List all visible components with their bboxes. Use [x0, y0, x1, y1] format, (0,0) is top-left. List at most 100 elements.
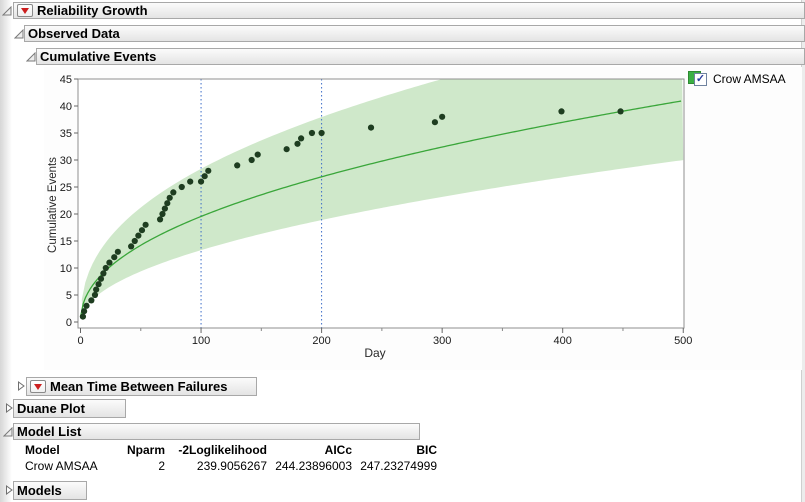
outline-gutter	[0, 0, 12, 502]
section-title: Reliability Growth	[37, 3, 148, 18]
model-table-header-cell: -2Loglikelihood	[178, 443, 267, 457]
x-tick-label: 400	[554, 335, 572, 347]
data-point[interactable]	[439, 113, 446, 120]
data-point[interactable]	[111, 254, 118, 261]
x-tick-label: 200	[312, 335, 330, 347]
data-point[interactable]	[81, 308, 88, 315]
data-point[interactable]	[308, 129, 316, 137]
data-point[interactable]	[205, 167, 212, 174]
data-point[interactable]	[367, 124, 375, 131]
section-header-model-list[interactable]: Model List	[13, 423, 420, 440]
section-title: Model List	[17, 424, 82, 439]
disclosure-collapsed-icon[interactable]	[4, 485, 14, 495]
data-point[interactable]	[558, 108, 565, 115]
data-point[interactable]	[97, 275, 105, 282]
data-point[interactable]	[197, 178, 205, 185]
data-point[interactable]	[298, 135, 305, 142]
red-triangle-glyph	[34, 383, 42, 390]
confidence-band	[81, 79, 684, 313]
red-triangle-menu-icon[interactable]	[30, 380, 46, 393]
y-axis-title: Cumulative Events	[47, 157, 59, 253]
data-point[interactable]	[234, 162, 241, 169]
data-point[interactable]	[431, 119, 439, 126]
section-header-cumulative-events[interactable]: Cumulative Events	[36, 48, 805, 65]
y-tick-label: 45	[60, 74, 72, 86]
data-point[interactable]	[161, 205, 168, 212]
model-table-cell: 247.23274999	[360, 459, 437, 473]
model-table-row: Crow AMSAA 2 239.9056267 244.23896003 247.23…	[25, 458, 437, 474]
x-tick-label: 100	[192, 335, 210, 347]
data-point[interactable]	[166, 194, 173, 201]
data-point[interactable]	[93, 286, 100, 293]
y-tick-label: 20	[60, 209, 72, 221]
cumulative-events-plot[interactable]: 0 5 10 15 20 25 30 35 40 45 0 100 200 300 400 500 Cumula…	[44, 67, 694, 370]
disclosure-collapsed-icon[interactable]	[4, 403, 14, 413]
data-point[interactable]	[100, 270, 107, 277]
fit-line	[80, 100, 682, 317]
section-header-observed-data[interactable]: Observed Data	[24, 25, 805, 42]
section-title: Cumulative Events	[40, 49, 157, 64]
model-table-cell: 239.9056267	[196, 459, 267, 473]
data-point[interactable]	[170, 189, 177, 196]
y-tick-label: 15	[60, 236, 72, 248]
data-point[interactable]	[128, 243, 135, 250]
model-table-header-row: Model Nparm -2Loglikelihood AICc BIC	[25, 442, 437, 458]
section-header-duane-plot[interactable]: Duane Plot	[13, 399, 126, 418]
y-tick-label: 35	[60, 128, 72, 140]
section-header-reliability-growth[interactable]: Reliability Growth	[13, 2, 805, 19]
x-tick-label: 500	[674, 335, 692, 347]
data-point[interactable]	[114, 248, 121, 255]
data-point[interactable]	[164, 200, 171, 207]
y-tick-label: 40	[60, 101, 72, 113]
data-point[interactable]	[318, 129, 325, 137]
series-checkbox[interactable]: ✓	[694, 73, 707, 86]
data-point[interactable]	[159, 210, 166, 218]
data-point[interactable]	[95, 281, 102, 288]
y-tick-label: 5	[66, 290, 72, 302]
disclosure-open-icon[interactable]	[14, 29, 24, 39]
data-point[interactable]	[617, 108, 624, 115]
chart-legend: ✓ Crow AMSAA	[688, 71, 786, 87]
disclosure-collapsed-icon[interactable]	[16, 381, 26, 391]
data-point[interactable]	[248, 156, 255, 164]
y-tick-label: 10	[60, 263, 72, 275]
x-axis-title: Day	[364, 346, 385, 360]
section-title: Models	[17, 483, 62, 498]
disclosure-open-icon[interactable]	[2, 6, 12, 16]
disclosure-open-icon[interactable]	[3, 427, 13, 437]
data-point[interactable]	[138, 227, 146, 234]
legend-series-label: Crow AMSAA	[713, 72, 786, 86]
data-point[interactable]	[102, 264, 109, 272]
x-tick-label: 300	[433, 335, 451, 347]
data-point[interactable]	[88, 297, 95, 304]
data-point[interactable]	[178, 183, 185, 191]
section-header-mtbf[interactable]: Mean Time Between Failures	[26, 377, 257, 396]
section-header-models[interactable]: Models	[13, 481, 87, 500]
data-point[interactable]	[142, 221, 149, 228]
section-title: Observed Data	[28, 26, 120, 41]
data-point[interactable]	[187, 178, 194, 185]
disclosure-open-icon[interactable]	[26, 52, 36, 62]
data-point[interactable]	[106, 259, 113, 266]
section-title: Duane Plot	[17, 401, 85, 416]
data-point[interactable]	[135, 232, 142, 239]
section-title: Mean Time Between Failures	[50, 379, 228, 394]
model-table-header-cell: Model	[25, 443, 60, 457]
plot-border	[77, 78, 685, 329]
data-point[interactable]	[283, 146, 290, 153]
red-triangle-menu-icon[interactable]	[17, 4, 33, 17]
data-point[interactable]	[254, 151, 261, 158]
data-point[interactable]	[79, 313, 87, 320]
data-point[interactable]	[294, 140, 301, 147]
y-tick-label: 0	[66, 317, 72, 329]
data-point[interactable]	[201, 173, 208, 180]
model-table-cell: 244.23896003	[275, 459, 352, 473]
legend-swatch-stack: ✓	[688, 71, 709, 87]
model-table-cell: Crow AMSAA	[25, 459, 98, 473]
model-list-table: Model Nparm -2Loglikelihood AICc BIC Crow AMS…	[25, 442, 437, 474]
data-point[interactable]	[131, 237, 138, 245]
data-point[interactable]	[91, 291, 99, 299]
data-point[interactable]	[156, 216, 164, 223]
data-point[interactable]	[83, 302, 90, 309]
